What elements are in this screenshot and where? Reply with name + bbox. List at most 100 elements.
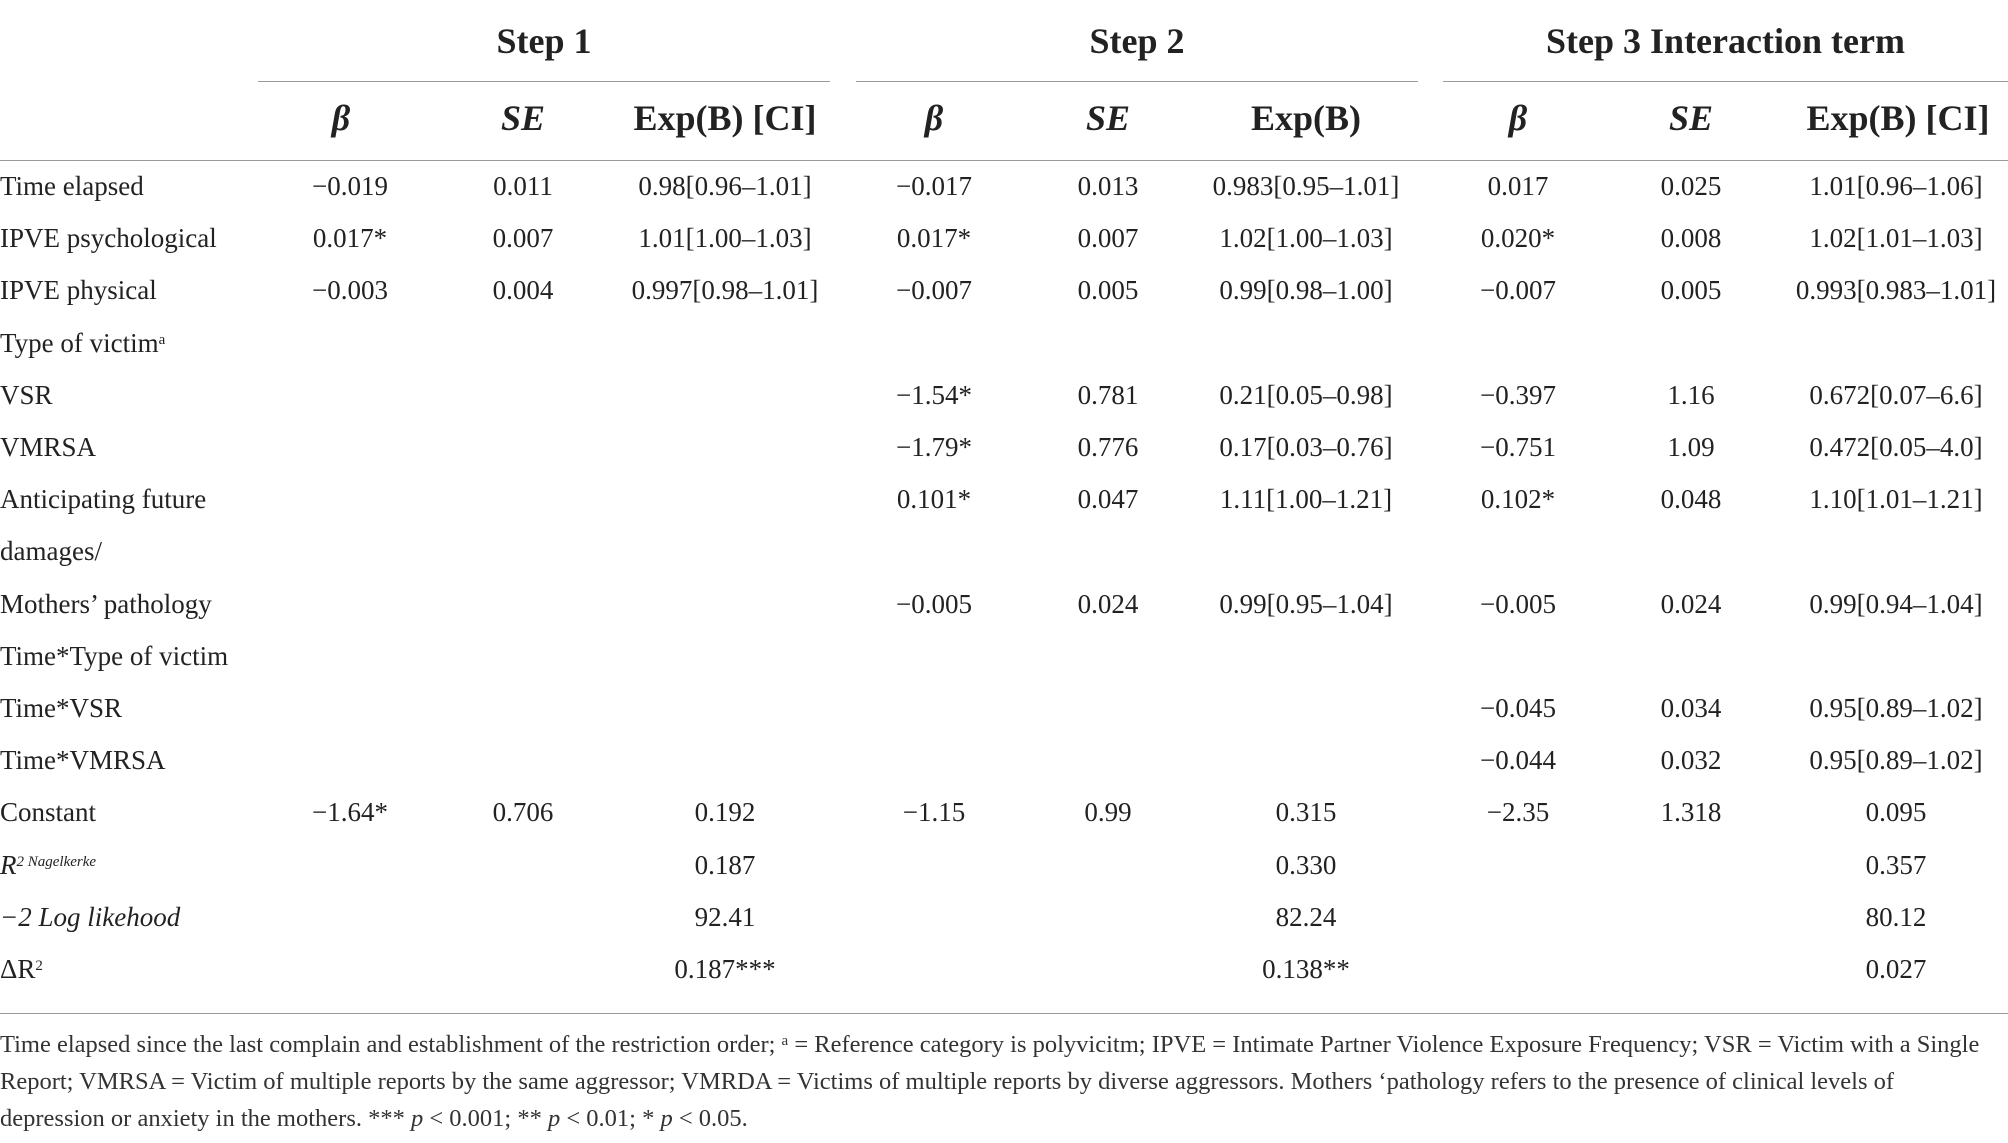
step2-beta-cell	[859, 839, 1009, 891]
step3-beta-cell: −0.044	[1480, 745, 1556, 776]
step1-beta-cell	[275, 630, 425, 682]
step1-se-cell	[458, 473, 588, 525]
row-label-superscript: a	[158, 331, 166, 348]
step3-beta-cell	[1443, 317, 1593, 369]
row-label: R2 Nagelkerke	[0, 839, 96, 891]
step3-expb-cell: 1.02[1.01–1.03]	[1809, 223, 1983, 254]
step1-beta-header: β	[331, 98, 351, 138]
step1-se-cell	[458, 578, 588, 630]
step1-expb-cell	[600, 317, 850, 369]
step2-se-cell: 0.781	[1077, 379, 1139, 410]
step1-expb-cell: 0.187***	[674, 954, 776, 984]
step1-beta-cell	[275, 734, 425, 786]
step3-se-cell: 0.005	[1660, 275, 1722, 306]
step1-se-cell: 0.706	[492, 797, 554, 828]
step1-expb-cell	[600, 734, 850, 786]
footnote-text-1: Time elapsed since the last complain and…	[0, 1031, 782, 1058]
step3-beta-cell: −0.007	[1480, 275, 1556, 306]
table-row: R2 Nagelkerke 0.187 0.330 0.357	[0, 839, 2008, 891]
footnote-p-2: p	[547, 1105, 561, 1132]
step2-se-cell	[1043, 943, 1173, 995]
step3-beta-cell	[1443, 630, 1593, 682]
step3-beta-cell: −0.397	[1480, 379, 1556, 410]
step3-beta-cell	[1443, 525, 1593, 577]
step3-se-cell: 0.024	[1660, 588, 1722, 619]
step3-expb-cell	[1781, 525, 2008, 577]
step3-expb-cell	[1781, 630, 2008, 682]
step1-beta-cell	[275, 891, 425, 943]
step3-expb-cell: 0.672[0.07–6.6]	[1809, 379, 1983, 410]
step2-beta-cell: −0.005	[896, 588, 972, 619]
step3-beta-cell	[1443, 891, 1593, 943]
step3-expb-cell	[1781, 317, 2008, 369]
row-label-text: damages/	[0, 536, 102, 567]
row-label: ΔR2	[0, 943, 43, 995]
step1-expb-cell: 0.98[0.96–1.01]	[638, 171, 812, 201]
step1-se-cell	[458, 630, 588, 682]
step3-expb-cell: 1.01[0.96–1.06]	[1809, 171, 1983, 201]
step3-se-cell: 0.048	[1660, 484, 1722, 515]
step2-expb-cell: 0.21[0.05–0.98]	[1219, 379, 1393, 410]
row-label-text: Type of victim	[0, 327, 159, 358]
table-row: Time*VSR −0.045 0.034 0.95[0.89–1.02]	[0, 682, 2008, 734]
step2-expb-cell: 0.315	[1275, 797, 1337, 828]
row-label: damages/	[0, 525, 102, 577]
table-row: Anticipating future 0.101* 0.047 1.11[1.00–…	[0, 473, 2008, 525]
step2-expb-cell: 0.17[0.03–0.76]	[1219, 432, 1393, 462]
step3-se-cell: 1.09	[1667, 432, 1715, 462]
row-label: Mothers’ pathology	[0, 578, 212, 630]
step1-expb-header: Exp(B) [CI]	[633, 98, 817, 138]
table-bottom-rule	[0, 1013, 2008, 1014]
step3-beta-cell	[1443, 943, 1593, 995]
step2-beta-header: β	[924, 98, 944, 138]
row-label: IPVE physical	[0, 264, 157, 316]
step2-beta-cell	[859, 891, 1009, 943]
step3-beta-cell: −0.751	[1480, 432, 1556, 462]
table-row: Time elapsed −0.019 0.011 0.98[0.96–1.01] −0…	[0, 160, 2008, 212]
step1-se-cell	[458, 317, 588, 369]
row-label: Constant	[0, 786, 96, 838]
step1-se-cell	[458, 421, 588, 473]
step2-se-cell	[1043, 734, 1173, 786]
step1-beta-cell	[275, 525, 425, 577]
row-label-text: −2 Log likehood	[0, 901, 181, 932]
step3-se-cell	[1626, 525, 1756, 577]
row-label: Type of victima	[0, 317, 165, 369]
table-row: ΔR2 0.187*** 0.138** 0.027	[0, 943, 2008, 995]
step1-se-cell	[458, 839, 588, 891]
row-label-text: IPVE psychological	[0, 223, 217, 254]
step2-expb-cell	[1181, 525, 1431, 577]
step1-beta-cell	[275, 473, 425, 525]
step2-se-cell: 0.99	[1084, 797, 1132, 828]
step3-underline	[1443, 81, 2008, 82]
step1-expb-cell	[600, 473, 850, 525]
footnote-p-1: p	[410, 1105, 424, 1132]
step1-beta-cell	[275, 682, 425, 734]
step1-beta-cell	[275, 369, 425, 421]
table-row: Type of victima	[0, 317, 2008, 369]
row-label-text: Anticipating future	[0, 484, 207, 515]
step2-underline	[856, 81, 1418, 82]
step2-se-cell	[1043, 630, 1173, 682]
table-row: VMRSA −1.79* 0.776 0.17[0.03–0.76] −0.751 1.0…	[0, 421, 2008, 473]
step2-expb-cell: 1.02[1.00–1.03]	[1219, 223, 1393, 254]
row-label: Time*VMRSA	[0, 734, 166, 786]
step2-beta-cell: −0.007	[896, 275, 972, 306]
step1-expb-cell	[600, 421, 850, 473]
step3-expb-cell: 0.95[0.89–1.02]	[1809, 745, 1983, 776]
step2-beta-cell	[859, 943, 1009, 995]
step3-beta-cell: −2.35	[1486, 797, 1550, 828]
step2-se-cell: 0.776	[1077, 432, 1139, 462]
step3-beta-cell: 0.020*	[1480, 223, 1556, 254]
step2-se-cell	[1043, 317, 1173, 369]
step2-expb-cell: 1.11[1.00–1.21]	[1219, 484, 1393, 515]
step3-se-cell: 1.318	[1660, 797, 1722, 828]
step2-beta-cell	[859, 682, 1009, 734]
step3-se-cell	[1626, 839, 1756, 891]
step3-se-cell: 0.034	[1660, 693, 1722, 723]
row-label-text: Time*VMRSA	[0, 745, 166, 776]
step2-beta-cell: 0.017*	[896, 223, 972, 254]
step3-header: Step 3 Interaction term	[1546, 21, 1905, 61]
step1-beta-cell: 0.017*	[312, 223, 388, 254]
row-label: Time elapsed	[0, 160, 144, 212]
